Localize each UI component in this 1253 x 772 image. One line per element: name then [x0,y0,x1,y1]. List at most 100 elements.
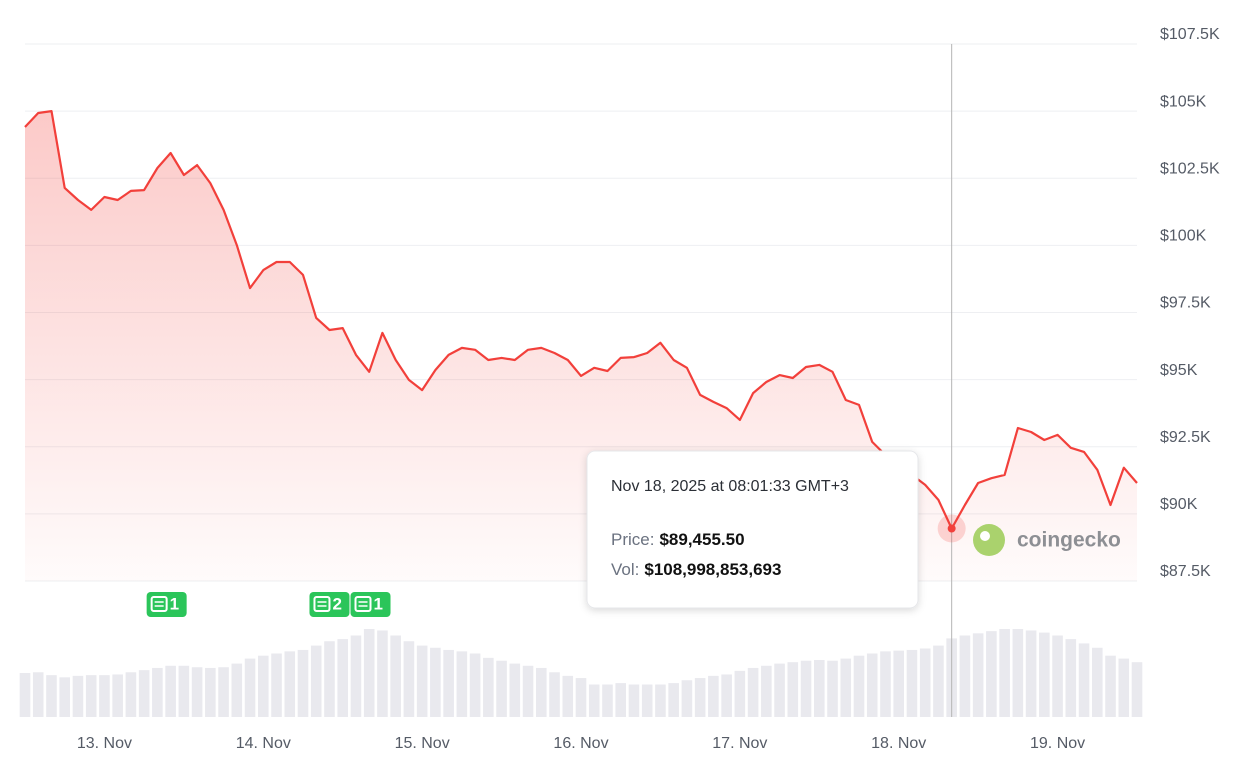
watermark: coingecko [1017,529,1121,552]
volume-bar [403,641,415,717]
volume-bar [496,660,507,717]
volume-bar [310,645,322,717]
volume-bar [1131,662,1143,717]
volume-bar [734,670,746,717]
volume-bar [46,675,57,717]
price-value: $89,455.50 [659,530,744,549]
volume-bar [641,684,653,717]
volume-bar [19,673,31,717]
volume-bar [880,651,891,717]
volume-bar [99,675,110,717]
price-label: Price: [611,530,654,549]
volume-bar [668,683,679,717]
vol-row: Vol: $108,998,853,693 [611,560,781,579]
volume-bar [906,649,918,717]
volume-bar [893,650,905,717]
badge-icon [354,596,372,612]
tooltip-title: Nov 18, 2025 at 08:01:33 GMT+3 [611,478,849,495]
volume-bar [549,672,560,717]
volume-bar [59,677,71,717]
volume-bar [853,655,865,717]
volume-bar [85,675,97,717]
volume-bar [575,678,587,717]
volume-bar [708,675,719,717]
volume-bar [165,665,176,717]
x-tick-label: 13. Nov [77,735,132,752]
volume-bar [218,667,229,717]
volume-bar [628,684,640,717]
volume-bar [350,635,362,717]
tooltip-box [586,450,919,609]
volume-bar [813,660,825,717]
volume-bar [721,674,732,717]
volume-bar [112,674,123,717]
watermark-logo [973,524,1005,556]
volume-bar [827,660,838,717]
volume-bar [535,667,547,717]
overlay-layer: 1 2 1 coingecko Nov 18, 2025 at 08:01:33 GMT… [146,44,1121,717]
volume-bar [522,665,534,717]
volume-bar [588,684,600,717]
volume-bar [986,631,997,717]
volume-bar [1105,655,1116,717]
volume-bar [1065,639,1077,717]
volume-bar [178,665,190,717]
volume-bar [681,680,693,717]
volume-bar [271,653,282,717]
volume-bar [284,651,296,717]
volume-bar [866,653,878,717]
badge-icon [313,596,331,612]
vol-value: $108,998,853,693 [644,560,781,579]
volume-bar [297,649,309,717]
volume-bar [244,658,256,717]
volume-layer [19,629,1143,717]
badge-count: 2 [332,594,341,613]
volume-bar [390,635,401,717]
tooltip: Nov 18, 2025 at 08:01:33 GMT+3 Price: $89,… [586,450,919,609]
x-tick-label: 15. Nov [395,735,450,752]
volume-bar [125,672,137,717]
news-badge[interactable]: 2 [309,592,350,617]
volume-bar [1039,632,1050,717]
volume-bar [774,663,785,717]
volume-bar [469,653,481,717]
x-tick-label: 19. Nov [1030,735,1085,752]
badge-count: 1 [170,594,179,613]
news-badge[interactable]: 1 [146,592,187,617]
y-tick-label: $102.5K [1160,160,1220,177]
volume-bar [655,684,666,717]
vol-label: Vol: [611,560,639,579]
hover-point [947,524,956,533]
volume-bar [761,665,772,717]
volume-bar [999,629,1010,717]
volume-bar [324,641,335,717]
volume-bar [337,639,349,717]
area-fill [25,111,1137,581]
x-tick-label: 17. Nov [712,735,767,752]
volume-bar [416,645,428,717]
volume-bar [1118,658,1130,717]
volume-bar [840,658,852,717]
volume-bar [933,645,944,717]
volume-bar [205,667,216,717]
y-tick-label: $95K [1160,362,1198,379]
news-badge[interactable]: 1 [350,592,391,617]
volume-bar [919,648,931,717]
volume-bar [138,670,150,717]
x-tick-label: 16. Nov [553,735,608,752]
y-tick-label: $97.5K [1160,295,1211,312]
badge-count: 1 [374,594,383,613]
volume-bar [1078,643,1090,717]
price-row: Price: $89,455.50 [611,530,745,549]
volume-bar [32,672,44,717]
volume-bar [377,630,388,717]
volume-bar [456,651,468,717]
volume-bar [257,655,269,717]
volume-bar [800,660,812,717]
volume-bar [443,649,454,717]
volume-bar [231,663,243,717]
plot-layer [24,110,1138,581]
x-tick-label: 18. Nov [871,735,926,752]
volume-bar [152,667,163,717]
